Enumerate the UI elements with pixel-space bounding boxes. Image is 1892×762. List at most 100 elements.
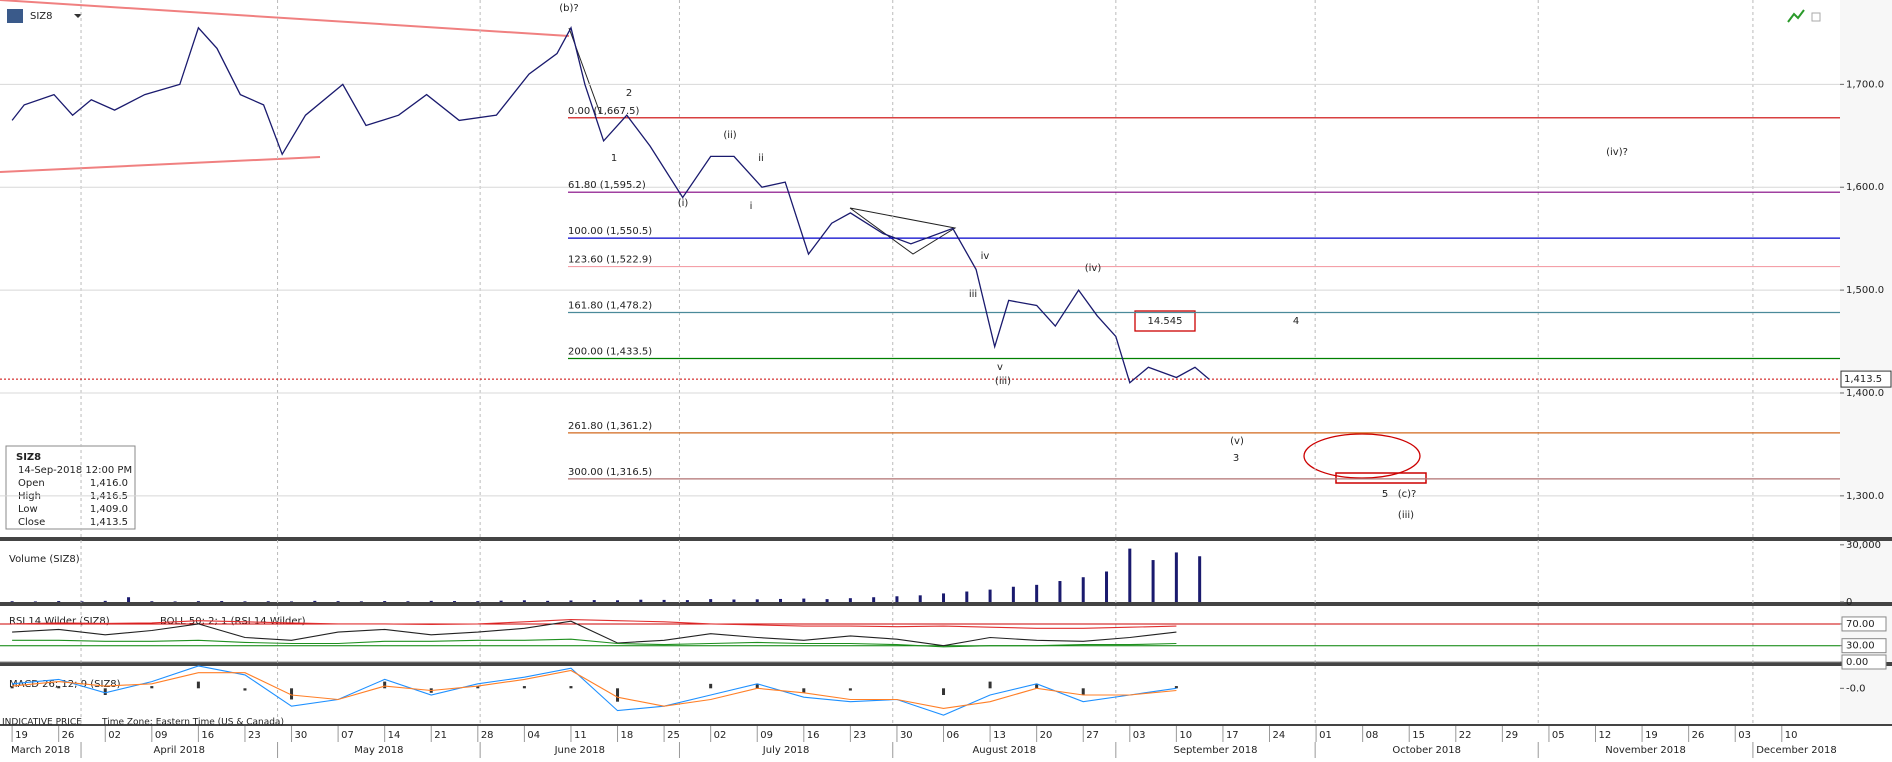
histogram-bar <box>383 681 387 689</box>
series-line <box>12 669 1177 709</box>
volume-bar <box>895 596 899 602</box>
volume-bar <box>383 601 387 602</box>
y-tick-label: 0.00 <box>1846 657 1868 668</box>
histogram-bar <box>848 688 852 691</box>
month-label: October 2018 <box>1392 745 1461 756</box>
panel-separator <box>0 602 1892 606</box>
x-tick-label: 26 <box>62 730 75 741</box>
y-tick-box <box>1841 638 1887 654</box>
month-label: March 2018 <box>11 745 70 756</box>
volume-bar <box>825 599 829 602</box>
volume-bar <box>406 601 410 602</box>
volume-bar <box>1081 577 1085 602</box>
x-tick-label: 11 <box>574 730 587 741</box>
month-label: August 2018 <box>972 745 1036 756</box>
wave-label: v <box>997 362 1003 373</box>
y-tick-label: 0 <box>1846 597 1852 608</box>
x-tick-label: 07 <box>341 730 354 741</box>
wave-label: (ii) <box>723 130 736 141</box>
symbol[interactable]: SIZ8 <box>30 11 53 22</box>
y-tick-box <box>1841 616 1887 632</box>
x-tick-label: 30 <box>900 730 913 741</box>
series-line <box>12 619 1177 629</box>
wave-label: (b)? <box>559 3 578 14</box>
field-label: Close <box>18 517 45 528</box>
month-label: May 2018 <box>354 745 403 756</box>
histogram-bar <box>755 683 759 689</box>
callout-box <box>1134 310 1196 332</box>
volume-bar <box>1058 581 1062 602</box>
histogram-bar <box>150 686 154 689</box>
histogram-bar <box>196 681 200 689</box>
volume-bar <box>802 598 806 602</box>
x-tick-label: 20 <box>1040 730 1053 741</box>
volume-bar <box>243 601 247 602</box>
volume-bar <box>709 599 713 602</box>
y-tick-label: 1,300.0 <box>1846 491 1884 502</box>
month-label: December 2018 <box>1756 745 1836 756</box>
wave-label: iv <box>981 251 990 262</box>
volume-bar <box>965 591 969 602</box>
fib-label: 123.60 (1,522.9) <box>568 255 652 266</box>
volume-bar <box>1128 548 1132 602</box>
volume-bar <box>918 595 922 602</box>
time-zone: Time Zone: Eastern Time (US & Canada) <box>101 718 284 728</box>
histogram-bar <box>569 686 573 689</box>
dropdown-arrow[interactable] <box>74 14 82 18</box>
price-type: INDICATIVE PRICE <box>2 718 82 728</box>
x-tick-label: 09 <box>760 730 773 741</box>
toolbar-icon[interactable] <box>1787 9 1805 23</box>
volume-bar <box>499 600 503 602</box>
volume-bar <box>103 600 107 602</box>
histogram-bar <box>709 683 713 689</box>
volume-bar <box>266 601 270 602</box>
volume-bar <box>10 601 14 602</box>
volume-bar <box>546 600 550 602</box>
x-tick-label: 18 <box>621 730 634 741</box>
volume-bar <box>127 597 131 602</box>
x-tick-label: 30 <box>295 730 308 741</box>
trend-line <box>0 0 570 37</box>
x-tick-label: 04 <box>527 730 540 741</box>
y-tick-label: -0.0 <box>1846 683 1866 694</box>
series-line <box>11 26 1210 384</box>
wave-label: (c)? <box>1398 489 1417 500</box>
x-tick-label: 09 <box>155 730 168 741</box>
x-tick-label: 06 <box>947 730 960 741</box>
histogram-bar <box>57 686 61 689</box>
x-tick-label: 16 <box>201 730 214 741</box>
y-tick-label: 1,700.0 <box>1846 79 1884 90</box>
x-tick-label: 16 <box>807 730 820 741</box>
wave-label: (iv) <box>1085 263 1102 274</box>
month-label: June 2018 <box>554 745 605 756</box>
series-line <box>12 665 1177 716</box>
y-tick-box <box>1841 654 1887 670</box>
wave-label: (iii) <box>1398 510 1414 521</box>
y-tick-label: 30.00 <box>1846 641 1875 652</box>
volume-bar <box>313 600 317 602</box>
wave-label: 2 <box>626 88 632 99</box>
fib-label: 100.00 (1,550.5) <box>568 226 652 237</box>
volume-bar <box>150 601 154 602</box>
window-button[interactable] <box>1811 12 1821 22</box>
volume-bar <box>1011 586 1015 602</box>
x-tick-label: 29 <box>1505 730 1518 741</box>
histogram-bar <box>290 688 294 700</box>
volume-bar <box>429 600 433 602</box>
panel-title: RSI 14 Wilder (SIZ8) <box>9 616 110 627</box>
x-tick-label: 02 <box>108 730 121 741</box>
series-line <box>12 638 1177 648</box>
x-tick-label: 21 <box>434 730 447 741</box>
month-label: November 2018 <box>1605 745 1686 756</box>
histogram-bar <box>1174 686 1178 689</box>
volume-bar <box>290 601 294 602</box>
volume-bar <box>476 601 480 602</box>
data-window-time: 14-Sep-2018 12:00 PM <box>18 465 132 476</box>
volume-bar <box>336 601 340 602</box>
wave-label: (v) <box>1230 436 1244 447</box>
volume-bar <box>1151 560 1155 602</box>
month-label: April 2018 <box>154 745 205 756</box>
triangle <box>849 207 957 255</box>
y-tick-label: 30,000 <box>1846 540 1881 551</box>
histogram-bar <box>103 688 107 695</box>
